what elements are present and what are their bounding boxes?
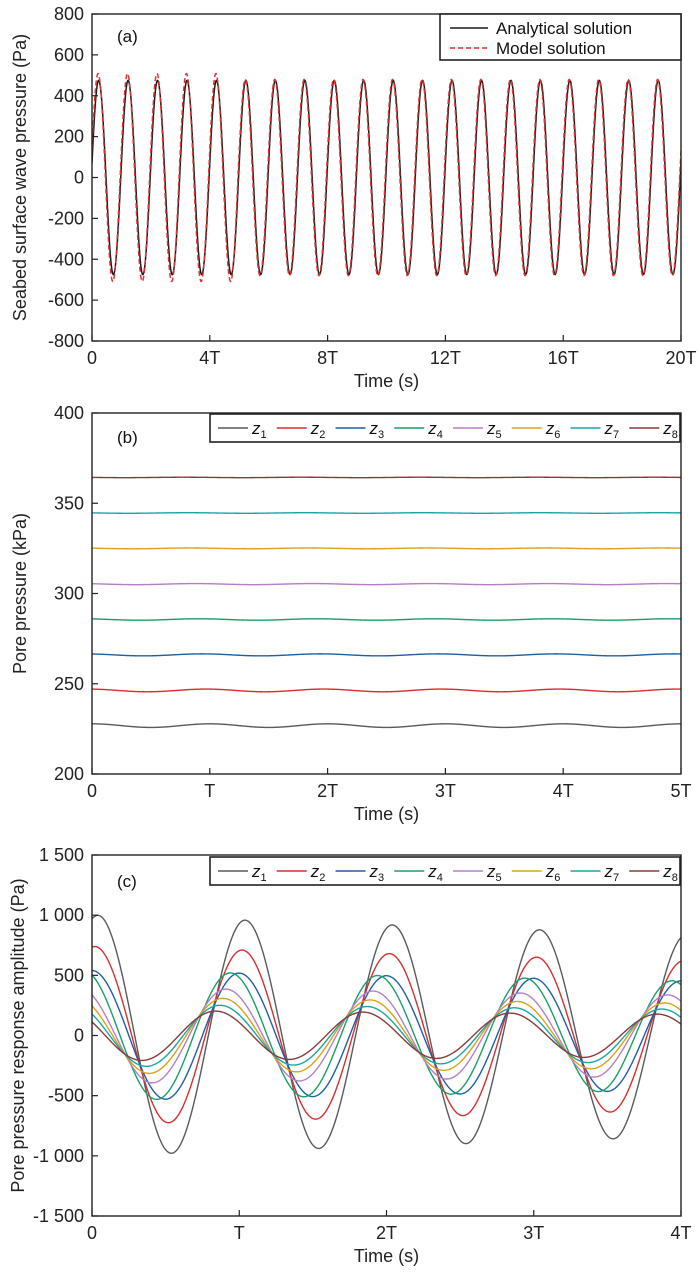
- series-group: [92, 914, 681, 1154]
- y-axis-title: Seabed surface wave pressure (Pa): [10, 34, 30, 321]
- y-tick-label: 500: [54, 965, 84, 985]
- series-line-analytical-solution: [92, 79, 681, 276]
- y-tick-label: 800: [54, 4, 84, 24]
- chart-panel-1: -800 -600 -400 -200 0 200 400 600 800 0 4T 8T 12T 16T…: [10, 4, 697, 391]
- series-line-z3: [92, 969, 681, 1100]
- plot-frame: [91, 412, 682, 775]
- y-tick-label: 350: [54, 493, 84, 513]
- x-axis-title: Time (s): [354, 371, 419, 391]
- y-tick-label: -1 000: [33, 1146, 84, 1166]
- x-tick-label: 4T: [553, 781, 574, 801]
- chart-panel-3: -1 500 -1 000 -500 0 500 1 000 1 500 0 T 2T 3T 4T Ti…: [8, 845, 692, 1266]
- y-tick-label: -400: [48, 249, 84, 269]
- y-tick-label: 0: [74, 168, 84, 188]
- y-tick-label: 200: [54, 127, 84, 147]
- x-tick-label: 5T: [670, 781, 691, 801]
- y-tick-label: 300: [54, 584, 84, 604]
- y-tick-label: 0: [74, 1026, 84, 1046]
- y-tick-label: 1 000: [39, 905, 84, 925]
- y-tick-label: -800: [48, 331, 84, 351]
- x-tick-label: 2T: [376, 1223, 397, 1243]
- series-line-z5: [92, 582, 681, 586]
- x-tick-label: 20T: [665, 348, 696, 368]
- y-tick-label: 1 500: [39, 845, 84, 865]
- x-tick-label: T: [234, 1223, 245, 1243]
- legend-entry-label: Model solution: [496, 39, 606, 58]
- panel-label: (b): [117, 428, 138, 447]
- x-tick-label: T: [204, 781, 215, 801]
- x-tick-label: 0: [87, 348, 97, 368]
- x-tick-label: 0: [87, 781, 97, 801]
- y-tick-label: -1 500: [33, 1206, 84, 1226]
- panel-label: (c): [117, 872, 137, 891]
- y-tick-label: -500: [48, 1086, 84, 1106]
- y-axis-title: Pore pressure (kPa): [10, 513, 30, 674]
- x-tick-label: 0: [87, 1223, 97, 1243]
- y-tick-label: 600: [54, 45, 84, 65]
- series-group: [92, 476, 681, 729]
- plot-frame: [91, 854, 682, 1217]
- series-line-z2: [92, 945, 681, 1124]
- x-tick-label: 4T: [670, 1223, 691, 1243]
- x-axis-title: Time (s): [354, 804, 419, 824]
- x-tick-label: 8T: [317, 348, 338, 368]
- series-line-z6: [92, 547, 681, 550]
- series-line-z7: [92, 1004, 681, 1068]
- x-tick-label: 16T: [548, 348, 579, 368]
- x-tick-label: 3T: [523, 1223, 544, 1243]
- y-tick-label: 250: [54, 674, 84, 694]
- chart-panel-2: 200 250 300 350 400 0 T 2T 3T 4T 5T Time (s) Pore pr…: [10, 403, 692, 824]
- x-tick-label: 4T: [199, 348, 220, 368]
- x-tick-label: 2T: [317, 781, 338, 801]
- y-tick-label: -600: [48, 290, 84, 310]
- legend-box: [439, 13, 682, 61]
- series-line-z8: [92, 1010, 681, 1062]
- series-line-z4: [92, 618, 681, 621]
- panel-label: (a): [117, 27, 138, 46]
- series-group: [92, 72, 681, 283]
- series-line-z2: [92, 688, 681, 693]
- legend: z1 z2 z3 z4 z5 z6 z7 z8: [209, 413, 681, 443]
- x-tick-label: 12T: [430, 348, 461, 368]
- series-line-z6: [92, 997, 681, 1075]
- series-line-model-solution: [92, 72, 681, 283]
- legend: z1 z2 z3 z4 z5 z6 z7 z8: [209, 856, 681, 886]
- y-tick-label: -200: [48, 208, 84, 228]
- legend-entry-label: Analytical solution: [496, 19, 632, 38]
- y-tick-label: 400: [54, 86, 84, 106]
- x-axis-title: Time (s): [354, 1246, 419, 1266]
- y-tick-label: 200: [54, 764, 84, 784]
- series-line-z4: [92, 972, 681, 1101]
- x-tick-label: 3T: [435, 781, 456, 801]
- y-axis-title: Pore pressure response amplitude (Pa): [8, 878, 28, 1192]
- series-line-z5: [92, 988, 681, 1084]
- series-line-z1: [92, 723, 681, 729]
- series-line-z3: [92, 653, 681, 657]
- series-line-z7: [92, 512, 681, 514]
- y-tick-label: 400: [54, 403, 84, 423]
